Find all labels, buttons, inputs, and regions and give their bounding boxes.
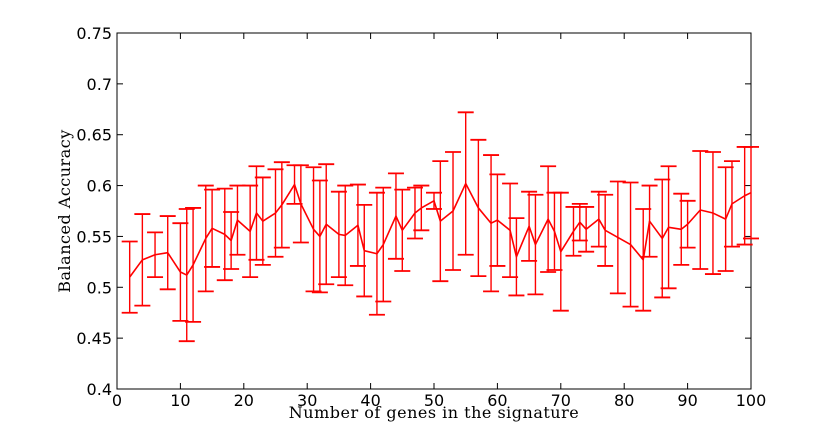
- x-tick-label: 90: [677, 391, 697, 410]
- y-axis-title: Balanced Accuracy: [55, 129, 74, 292]
- x-tick-label: 70: [551, 391, 571, 410]
- x-tick-label: 100: [736, 391, 767, 410]
- y-tick-label: 0.55: [76, 227, 112, 246]
- x-tick-label: 30: [297, 391, 317, 410]
- x-tick-label: 10: [170, 391, 190, 410]
- y-tick-label: 0.75: [76, 24, 112, 43]
- x-tick-label: 80: [614, 391, 634, 410]
- y-tick-label: 0.65: [76, 126, 112, 145]
- y-tick-label: 0.5: [87, 278, 112, 297]
- y-tick-label: 0.4: [87, 380, 112, 399]
- y-tick-label: 0.7: [87, 75, 112, 94]
- y-tick-label: 0.6: [87, 177, 112, 196]
- plot-frame: [116, 32, 752, 390]
- x-tick-label: 50: [424, 391, 444, 410]
- x-tick-label: 40: [360, 391, 380, 410]
- y-tick-label: 0.45: [76, 329, 112, 348]
- tick-labels: 0 10 20 30 40 50 60 70 80 90 100 0.4 0.45 0.5 0.55 0.6 0…: [76, 24, 766, 410]
- x-tick-label: 60: [487, 391, 507, 410]
- x-axis-title: Number of genes in the signature: [289, 403, 579, 422]
- x-tick-label: 0: [112, 391, 122, 410]
- series-line: [129, 182, 752, 278]
- x-tick-label: 20: [234, 391, 254, 410]
- axis-ticks: [116, 32, 752, 390]
